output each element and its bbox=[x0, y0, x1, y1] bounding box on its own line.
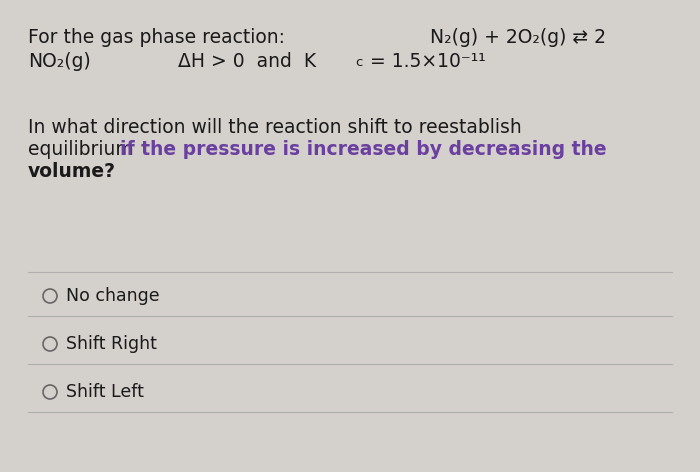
Text: No change: No change bbox=[66, 287, 160, 305]
Text: Shift Right: Shift Right bbox=[66, 335, 157, 353]
Text: ΔH > 0  and  K: ΔH > 0 and K bbox=[178, 52, 316, 71]
Text: c: c bbox=[355, 56, 363, 69]
Text: For the gas phase reaction:: For the gas phase reaction: bbox=[28, 28, 285, 47]
Text: NO₂(g): NO₂(g) bbox=[28, 52, 91, 71]
Text: = 1.5×10⁻¹¹: = 1.5×10⁻¹¹ bbox=[364, 52, 486, 71]
Text: if the pressure is increased by decreasing the: if the pressure is increased by decreasi… bbox=[120, 140, 607, 159]
Text: equilibrium: equilibrium bbox=[28, 140, 140, 159]
Text: N₂(g) + 2O₂(g) ⇄ 2: N₂(g) + 2O₂(g) ⇄ 2 bbox=[430, 28, 606, 47]
Text: Shift Left: Shift Left bbox=[66, 383, 144, 401]
Text: volume?: volume? bbox=[28, 162, 116, 181]
Text: In what direction will the reaction shift to reestablish: In what direction will the reaction shif… bbox=[28, 118, 522, 137]
